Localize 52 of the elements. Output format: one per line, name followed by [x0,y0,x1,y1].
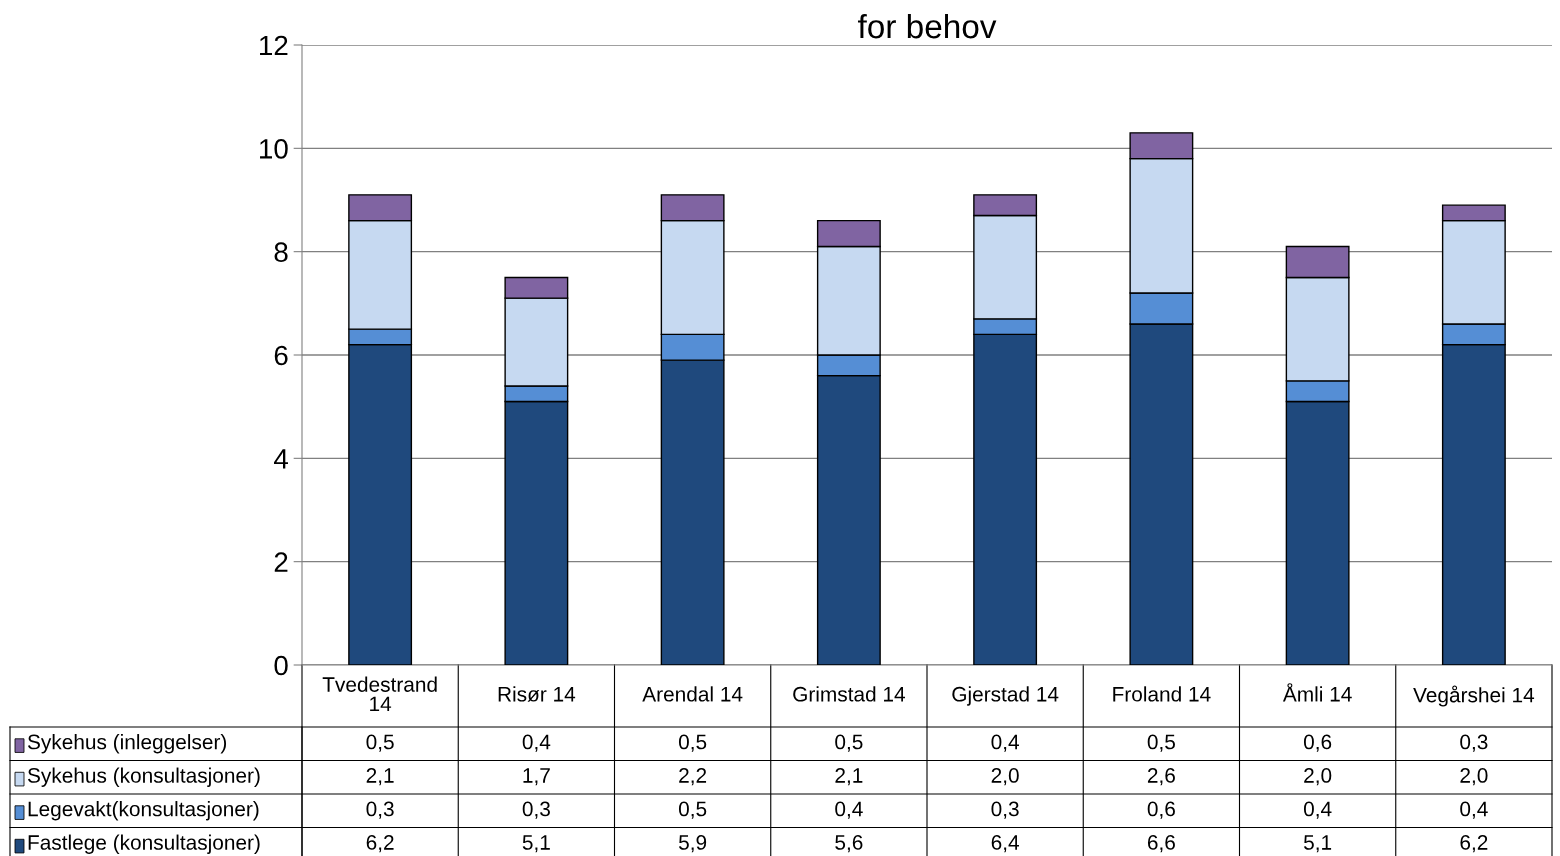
data-label: 0,5 [835,734,863,752]
data-label: 5,1 [522,835,550,853]
data-label: 2,1 [366,768,394,786]
data-label: 2,1 [835,768,863,786]
data-label: 0,4 [1303,801,1332,819]
y-tick-label: 2 [274,552,288,572]
x-tick-label: Risør 14 [498,686,576,702]
y-tick-label: 4 [274,449,288,469]
data-label: 6,4 [991,835,1019,853]
data-label: 2,0 [1304,768,1332,786]
x-tick-label: Vegårshei 14 [1413,685,1535,707]
data-label: 5,9 [678,835,707,853]
data-label: 6,2 [366,835,394,853]
x-tick-label: Gjerstad 14 [952,686,1059,706]
data-label: 2,2 [679,768,707,786]
x-tick-label: Grimstad 14 [793,686,905,702]
data-label: 6,2 [1460,835,1488,853]
data-label: 0,4 [835,801,863,819]
data-label: 5,1 [1303,835,1332,853]
x-tick-label: Froland 14 [1113,686,1211,702]
legend-label: Sykehus (inleggelser) [27,734,227,754]
data-label: 0,3 [1460,734,1488,752]
data-label: 0,4 [1460,801,1488,819]
data-label: 0,4 [991,734,1019,752]
data-label: 5,6 [835,835,863,853]
y-tick-label: 12 [260,35,288,56]
x-tick-label: Arendal 14 [642,686,743,702]
data-label: 2,0 [991,768,1019,786]
data-label: 0,5 [678,734,707,752]
data-label: 0,5 [366,734,394,752]
data-label: 0,3 [991,801,1019,819]
data-label: 0,5 [678,801,707,819]
y-tick-label: 6 [274,345,288,366]
data-label: 2,0 [1460,768,1488,786]
data-label: 6,6 [1147,835,1175,853]
data-label: 0,3 [522,801,550,819]
x-tick-label: Åmli 14 [1282,683,1352,702]
legend-label: Legevakt(konsultasjoner) [28,801,259,821]
data-label: 0,3 [366,801,394,819]
data-label: 2,6 [1147,768,1175,786]
y-tick-label: 0 [274,655,288,676]
y-tick-label: 8 [274,242,288,263]
legend-label: Sykehus (konsultasjoner) [27,767,260,787]
data-label: 0,6 [1303,734,1332,752]
legend-label: Fastlege (konsultasjoner) [28,834,260,854]
data-label: 1,7 [523,768,550,786]
data-label: 0,4 [522,734,551,752]
data-label: 0,5 [1147,734,1175,752]
chart-title: for behov [857,13,997,39]
x-tick-label: Tvedestrand 14 [322,676,437,712]
y-tick-label: 10 [260,139,288,159]
data-label: 0,6 [1147,801,1175,819]
